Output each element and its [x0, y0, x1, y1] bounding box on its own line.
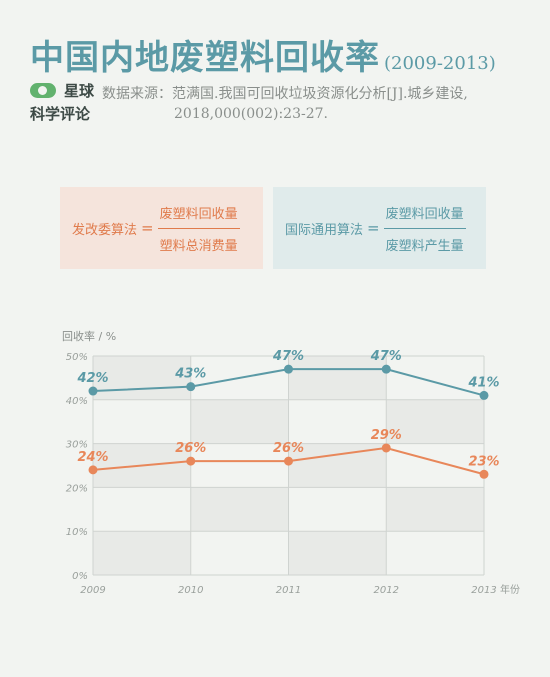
numerator: 废塑料回收量 — [385, 206, 464, 222]
grid-cell — [93, 356, 191, 400]
grid-cell — [386, 356, 484, 400]
grid-cell — [288, 356, 387, 400]
data-label: 47% — [370, 349, 402, 364]
data-point — [88, 386, 98, 396]
brand-logo: 星球 科学评论 — [30, 80, 94, 124]
title-years: (2009-2013) — [384, 53, 496, 74]
data-label: 47% — [272, 349, 304, 364]
grid-cell — [190, 443, 289, 488]
data-label: 26% — [175, 441, 206, 456]
fraction-bar — [157, 227, 240, 229]
fraction: 废塑料回收量 废塑料产生量 — [383, 203, 466, 254]
grid-cell — [93, 531, 191, 575]
grid-cell — [288, 531, 387, 575]
grid-cell — [190, 399, 289, 444]
grid-cell — [288, 487, 387, 532]
fraction: 废塑料回收量 塑料总消费量 — [157, 203, 240, 254]
data-label: 23% — [468, 454, 499, 469]
page-title: 中国内地废塑料回收率 (2009-2013) — [30, 30, 496, 79]
source-line-2: 2018,000(002):23-27. — [174, 106, 328, 122]
x-tick-label: 2012 — [374, 585, 399, 596]
data-label: 24% — [77, 450, 108, 465]
data-point — [479, 390, 489, 400]
grid-cell — [386, 531, 484, 575]
brand-subtitle: 科学评论 — [30, 105, 91, 123]
data-point — [186, 382, 196, 392]
data-label: 42% — [76, 371, 108, 386]
data-point — [381, 364, 391, 374]
brand-name: 星球 — [64, 82, 95, 100]
grid-cell — [386, 487, 484, 532]
data-point — [284, 456, 293, 466]
equals-sign: = — [367, 219, 380, 237]
formula-ndrc: 发改委算法 = 废塑料回收量 塑料总消费量 — [60, 187, 263, 269]
data-point — [381, 443, 391, 453]
data-point — [479, 469, 489, 479]
grid-cell — [190, 531, 289, 575]
y-tick-label: 20% — [66, 483, 88, 494]
equals-sign: = — [141, 219, 154, 237]
data-label: 41% — [467, 375, 499, 390]
formula-international: 国际通用算法 = 废塑料回收量 废塑料产生量 — [273, 187, 486, 269]
source-line-1: 数据来源：范满国.我国可回收垃圾资源化分析[J].城乡建设, — [102, 86, 468, 102]
denominator: 废塑料产生量 — [385, 238, 464, 254]
title-main: 中国内地废塑料回收率 — [30, 38, 380, 78]
data-point — [88, 465, 98, 475]
numerator: 废塑料回收量 — [159, 206, 238, 222]
x-axis-label: 年份 — [500, 583, 520, 596]
fraction-bar — [383, 227, 466, 229]
data-label: 26% — [273, 441, 304, 456]
denominator: 塑料总消费量 — [159, 238, 238, 254]
grid-cell — [190, 487, 289, 532]
data-point — [186, 456, 196, 466]
x-tick-label: 2010 — [178, 585, 203, 596]
y-tick-label: 10% — [66, 527, 88, 538]
data-label: 43% — [174, 367, 206, 382]
y-axis-label: 回收率 / % — [62, 329, 116, 343]
grid-cell — [93, 487, 191, 532]
y-tick-label: 30% — [66, 440, 88, 451]
formula-label: 发改委算法 — [72, 222, 138, 238]
y-tick-label: 0% — [72, 571, 88, 582]
data-source: 数据来源：范满国.我国可回收垃圾资源化分析[J].城乡建设, 2018,000(… — [102, 84, 522, 124]
data-point — [284, 364, 293, 374]
y-tick-label: 40% — [66, 396, 88, 407]
grid-cell — [93, 399, 191, 444]
grid-cell — [288, 399, 387, 444]
grid-cell — [386, 443, 484, 488]
x-tick-label: 2011 — [276, 585, 301, 596]
toggle-logo-icon — [30, 83, 56, 98]
x-tick-label: 2013 — [471, 585, 496, 596]
grid-cell — [386, 399, 484, 444]
x-tick-label: 2009 — [80, 585, 105, 596]
y-tick-label: 50% — [66, 352, 88, 363]
data-label: 29% — [371, 428, 402, 443]
formula-label: 国际通用算法 — [285, 222, 364, 238]
